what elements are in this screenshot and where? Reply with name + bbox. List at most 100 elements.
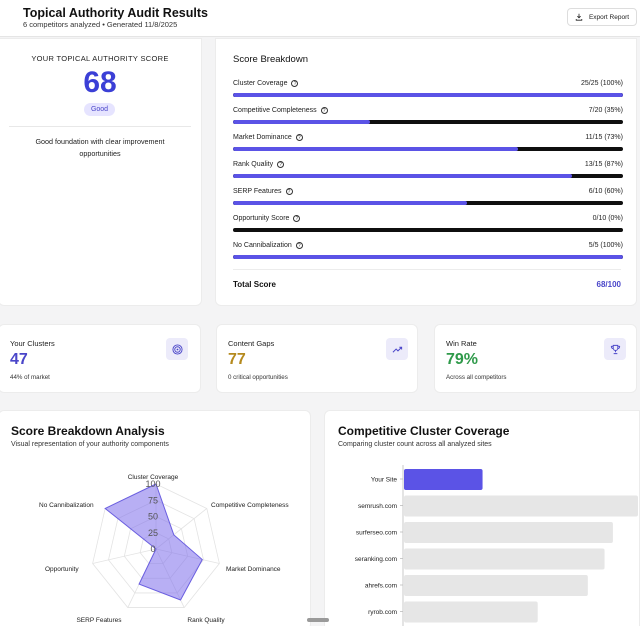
help-icon[interactable]: ? <box>320 107 328 114</box>
help-icon[interactable]: ? <box>293 215 301 222</box>
stat-card-win-rate: Win Rate 79% Across all competitors <box>434 324 637 393</box>
radar-axis-label: Rank Quality <box>187 617 225 624</box>
breakdown-row-name: No Cannibalization <box>233 242 292 249</box>
total-score-label: Total Score <box>233 280 276 289</box>
coverage-bar-chart: Your Site semrush.com surferseo.com seranki… <box>355 465 638 626</box>
target-icon <box>166 338 188 360</box>
progress-track <box>233 228 623 232</box>
radar-axis-label: Market Dominance <box>226 566 281 573</box>
radar-tick-label: 25 <box>148 528 158 538</box>
breakdown-row: Rank Quality? 13/15 (87%) <box>233 161 623 181</box>
divider <box>9 126 191 127</box>
breakdown-row-value: 13/15 (87%) <box>584 161 623 168</box>
coverage-bar[interactable] <box>404 548 605 570</box>
coverage-category-label: ryrob.com <box>368 609 397 616</box>
coverage-bar[interactable] <box>404 575 588 596</box>
progress-track <box>233 255 623 259</box>
progress-fill <box>233 93 623 97</box>
stat-label: Your Clusters <box>10 339 55 348</box>
export-report-label: Export Report <box>588 13 630 21</box>
stat-card-clusters: Your Clusters 47 44% of market <box>0 324 201 393</box>
breakdown-row-label: Rank Quality? <box>233 161 285 168</box>
coverage-title: Competitive Cluster Coverage <box>338 424 510 438</box>
coverage-category-label: seranking.com <box>355 556 397 563</box>
trending-up-icon <box>386 338 408 360</box>
radar-grid-ring <box>92 483 220 608</box>
total-score-value: 68/100 <box>596 280 621 289</box>
breakdown-row-label: No Cannibalization? <box>233 242 303 249</box>
breakdown-title: Score Breakdown <box>233 54 308 65</box>
breakdown-row: Competitive Completeness? 7/20 (35%) <box>233 107 623 127</box>
coverage-subtitle: Comparing cluster count across all analy… <box>338 441 492 448</box>
score-breakdown-analysis-card: Score Breakdown Analysis Visual represen… <box>0 410 311 626</box>
progress-fill <box>233 255 623 259</box>
progress-track <box>233 120 623 124</box>
breakdown-row-name: Rank Quality <box>233 161 274 168</box>
progress-fill <box>233 147 518 151</box>
page-title: Topical Authority Audit Results <box>23 6 208 20</box>
breakdown-row-label: Cluster Coverage? <box>233 80 299 87</box>
help-icon[interactable]: ? <box>295 134 303 141</box>
breakdown-row-name: Opportunity Score <box>233 215 290 222</box>
breakdown-row-label: Competitive Completeness? <box>233 107 328 114</box>
breakdown-row: Opportunity Score? 0/10 (0%) <box>233 215 623 235</box>
progress-track <box>233 174 623 178</box>
breakdown-row-name: Market Dominance <box>233 134 292 141</box>
stat-sub: 0 critical opportunities <box>228 374 288 381</box>
scrollbar-thumb[interactable] <box>307 618 329 622</box>
breakdown-row-label: Opportunity Score? <box>233 215 301 222</box>
progress-track <box>233 93 623 97</box>
breakdown-row-value: 5/5 (100%) <box>588 242 623 249</box>
progress-track <box>233 147 623 151</box>
competitive-cluster-coverage-card: Competitive Cluster Coverage Comparing c… <box>324 410 640 626</box>
score-label: YOUR TOPICAL AUTHORITY SCORE <box>31 54 169 63</box>
coverage-category-label: Your Site <box>371 477 398 484</box>
help-icon[interactable]: ? <box>291 80 299 87</box>
breakdown-row-label: Market Dominance? <box>233 134 303 141</box>
stat-sub: 44% of market <box>10 374 50 381</box>
breakdown-row: No Cannibalization? 5/5 (100%) <box>233 242 623 262</box>
breakdown-row-name: Competitive Completeness <box>233 107 317 114</box>
help-icon[interactable]: ? <box>285 188 293 195</box>
score-description: Good foundation with clear improvement o… <box>35 137 165 158</box>
breakdown-row: SERP Features? 6/10 (60%) <box>233 188 623 208</box>
stat-value: 79% <box>446 351 479 368</box>
breakdown-row-name: Cluster Coverage <box>233 80 288 87</box>
radar-tick-label: 50 <box>148 512 158 522</box>
progress-fill <box>233 201 467 205</box>
radar-spoke <box>92 548 157 564</box>
radar-title: Score Breakdown Analysis <box>11 424 165 438</box>
radar-tick-label: 75 <box>148 495 158 505</box>
help-icon[interactable]: ? <box>277 161 285 168</box>
breakdown-row: Market Dominance? 11/15 (73%) <box>233 134 623 154</box>
progress-track <box>233 201 623 205</box>
coverage-bar[interactable] <box>404 469 483 490</box>
coverage-bar[interactable] <box>404 495 638 517</box>
radar-axis-label: Opportunity <box>45 566 79 573</box>
breakdown-row-value: 7/20 (35%) <box>588 107 623 114</box>
progress-fill <box>233 120 370 124</box>
radar-grid-ring <box>108 499 204 594</box>
help-icon[interactable]: ? <box>295 242 303 249</box>
header-bar: Topical Authority Audit Results 6 compet… <box>0 0 640 37</box>
breakdown-row-name: SERP Features <box>233 188 282 195</box>
radar-axis-label: SERP Features <box>76 617 122 624</box>
radar-series-area[interactable] <box>104 483 203 601</box>
stat-label: Win Rate <box>446 339 477 348</box>
radar-axis-label: Competitive Completeness <box>211 502 289 509</box>
coverage-category-label: surferseo.com <box>356 530 397 537</box>
coverage-bar[interactable] <box>404 601 538 623</box>
score-breakdown-card: Score Breakdown Cluster Coverage? 25/25 (… <box>215 38 637 306</box>
score-card: YOUR TOPICAL AUTHORITY SCORE 68 Good Goo… <box>0 38 202 306</box>
export-report-button[interactable]: Export Report <box>567 8 637 26</box>
radar-subtitle: Visual representation of your authority … <box>11 441 169 448</box>
breakdown-row-value: 11/15 (73%) <box>585 134 623 141</box>
progress-fill <box>233 174 573 178</box>
breakdown-row-value: 0/10 (0%) <box>592 215 623 222</box>
stat-sub: Across all competitors <box>446 374 507 381</box>
page-subtitle: 6 competitors analyzed • Generated 11/8/… <box>23 20 178 29</box>
score-badge: Good <box>84 103 115 116</box>
stat-value: 77 <box>228 351 246 368</box>
coverage-bar[interactable] <box>404 522 613 543</box>
